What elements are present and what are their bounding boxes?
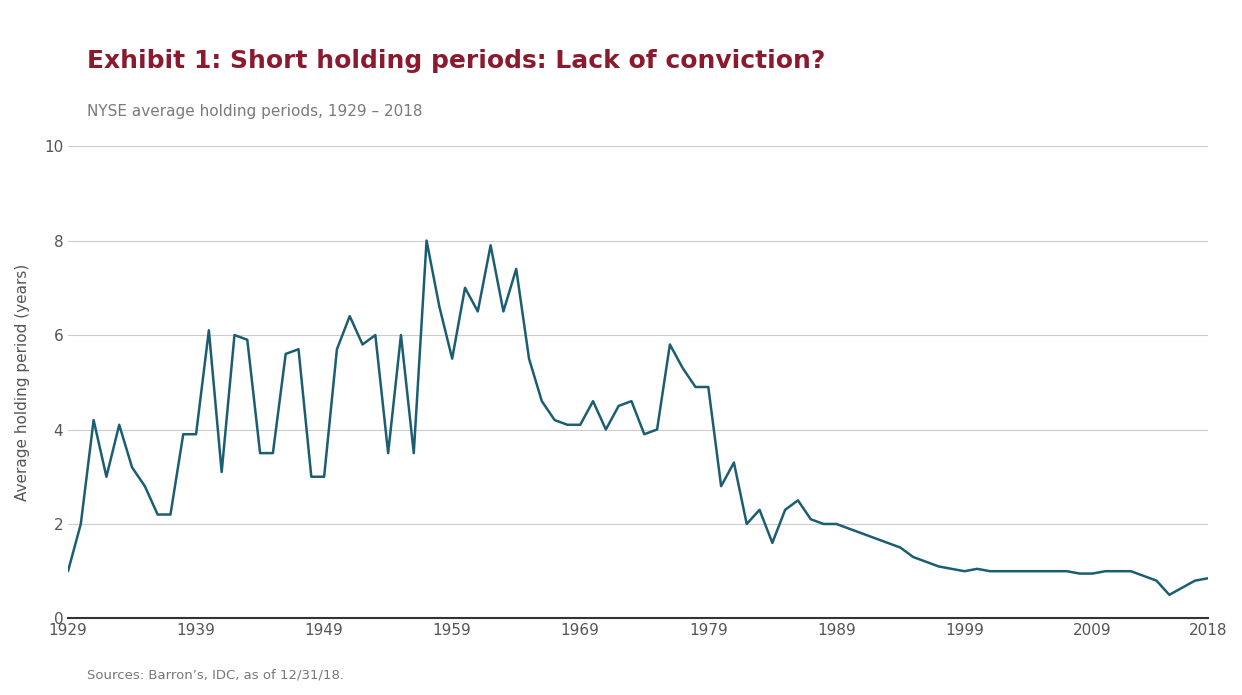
Y-axis label: Average holding period (years): Average holding period (years) xyxy=(15,263,30,501)
Text: Exhibit 1: Short holding periods: Lack of conviction?: Exhibit 1: Short holding periods: Lack o… xyxy=(87,49,826,73)
Text: Sources: Barron’s, IDC, as of 12/31/18.: Sources: Barron’s, IDC, as of 12/31/18. xyxy=(87,668,344,681)
Text: NYSE average holding periods, 1929 – 2018: NYSE average holding periods, 1929 – 201… xyxy=(87,104,422,120)
